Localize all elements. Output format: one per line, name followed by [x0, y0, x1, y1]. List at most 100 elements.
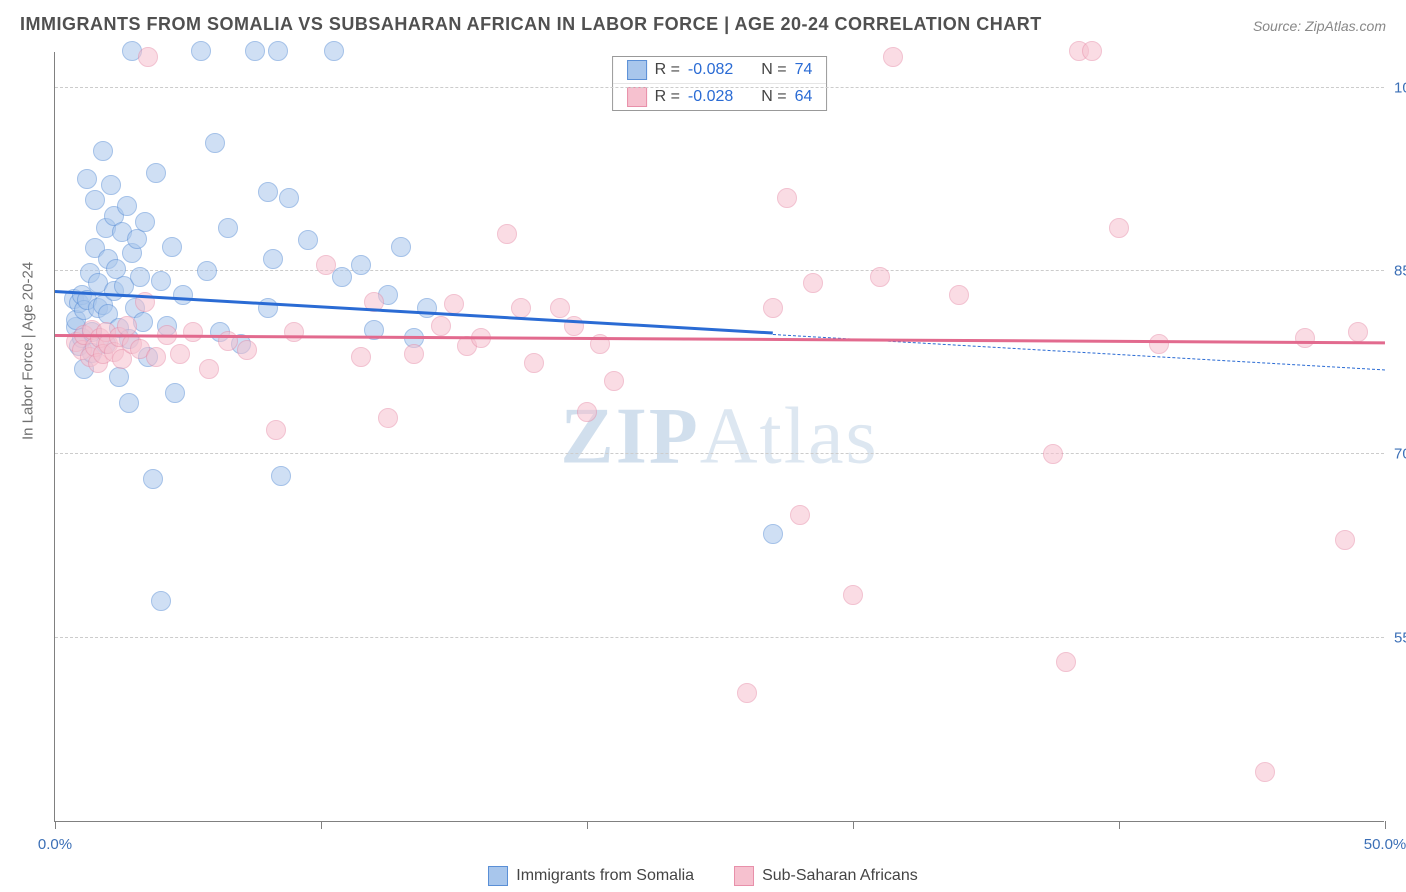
data-point — [763, 524, 783, 544]
data-point — [146, 347, 166, 367]
data-point — [119, 393, 139, 413]
y-tick-label: 70.0% — [1394, 446, 1406, 463]
data-point — [550, 298, 570, 318]
y-axis-label: In Labor Force | Age 20-24 — [20, 262, 37, 440]
data-point — [1335, 530, 1355, 550]
x-tick — [853, 821, 854, 829]
x-tick — [321, 821, 322, 829]
data-point — [870, 267, 890, 287]
data-point — [101, 175, 121, 195]
source-label: Source: ZipAtlas.com — [1253, 18, 1386, 34]
r-value: -0.082 — [688, 61, 733, 79]
legend-label: Sub-Saharan Africans — [762, 867, 918, 885]
y-tick-label: 100.0% — [1394, 79, 1406, 96]
data-point — [444, 294, 464, 314]
data-point — [1295, 328, 1315, 348]
data-point — [271, 466, 291, 486]
data-point — [949, 285, 969, 305]
x-tick-label: 50.0% — [1364, 836, 1406, 853]
data-point — [183, 322, 203, 342]
legend-label: Immigrants from Somalia — [516, 867, 694, 885]
n-value: 64 — [795, 88, 813, 106]
gridline — [55, 87, 1384, 88]
data-point — [431, 316, 451, 336]
data-point — [130, 267, 150, 287]
data-point — [151, 591, 171, 611]
data-point — [1109, 218, 1129, 238]
data-point — [218, 331, 238, 351]
x-tick — [55, 821, 56, 829]
data-point — [497, 224, 517, 244]
data-point — [1043, 444, 1063, 464]
x-tick — [1385, 821, 1386, 829]
series-legend: Immigrants from Somalia Sub-Saharan Afric… — [0, 866, 1406, 886]
data-point — [604, 371, 624, 391]
gridline — [55, 637, 1384, 638]
data-point — [165, 383, 185, 403]
data-point — [263, 249, 283, 269]
data-point — [127, 229, 147, 249]
data-point — [803, 273, 823, 293]
data-point — [93, 141, 113, 161]
data-point — [143, 469, 163, 489]
data-point — [378, 408, 398, 428]
n-label: N = — [761, 61, 786, 79]
data-point — [258, 182, 278, 202]
r-value: -0.028 — [688, 88, 733, 106]
r-label: R = — [655, 88, 680, 106]
data-point — [511, 298, 531, 318]
chart-title: IMMIGRANTS FROM SOMALIA VS SUBSAHARAN AF… — [20, 14, 1042, 34]
data-point — [279, 188, 299, 208]
data-point — [268, 41, 288, 61]
data-point — [197, 261, 217, 281]
data-point — [843, 585, 863, 605]
data-point — [173, 285, 193, 305]
data-point — [117, 196, 137, 216]
data-point — [146, 163, 166, 183]
data-point — [151, 271, 171, 291]
data-point — [77, 169, 97, 189]
data-point — [1255, 762, 1275, 782]
legend-swatch — [488, 866, 508, 886]
data-point — [138, 47, 158, 67]
y-tick-label: 55.0% — [1394, 629, 1406, 646]
data-point — [790, 505, 810, 525]
data-point — [266, 420, 286, 440]
data-point — [245, 41, 265, 61]
data-point — [524, 353, 544, 373]
data-point — [162, 237, 182, 257]
x-tick — [587, 821, 588, 829]
data-point — [883, 47, 903, 67]
data-point — [218, 218, 238, 238]
legend-item: Immigrants from Somalia — [488, 866, 694, 886]
data-point — [284, 322, 304, 342]
data-point — [117, 316, 137, 336]
data-point — [351, 255, 371, 275]
data-point — [577, 402, 597, 422]
legend-swatch — [627, 87, 647, 107]
data-point — [85, 190, 105, 210]
r-label: R = — [655, 61, 680, 79]
data-point — [191, 41, 211, 61]
data-point — [1348, 322, 1368, 342]
y-tick-label: 85.0% — [1394, 263, 1406, 280]
data-point — [1149, 334, 1169, 354]
x-tick — [1119, 821, 1120, 829]
data-point — [199, 359, 219, 379]
data-point — [351, 347, 371, 367]
x-tick-label: 0.0% — [38, 836, 72, 853]
n-value: 74 — [795, 61, 813, 79]
data-point — [763, 298, 783, 318]
data-point — [135, 212, 155, 232]
data-point — [316, 255, 336, 275]
data-point — [1082, 41, 1102, 61]
gridline — [55, 270, 1384, 271]
correlation-legend: R =-0.082N =74R =-0.028N =64 — [612, 56, 828, 111]
data-point — [404, 344, 424, 364]
data-point — [332, 267, 352, 287]
watermark: ZIPAtlas — [560, 391, 878, 482]
data-point — [777, 188, 797, 208]
legend-item: Sub-Saharan Africans — [734, 866, 918, 886]
gridline — [55, 453, 1384, 454]
legend-swatch — [734, 866, 754, 886]
